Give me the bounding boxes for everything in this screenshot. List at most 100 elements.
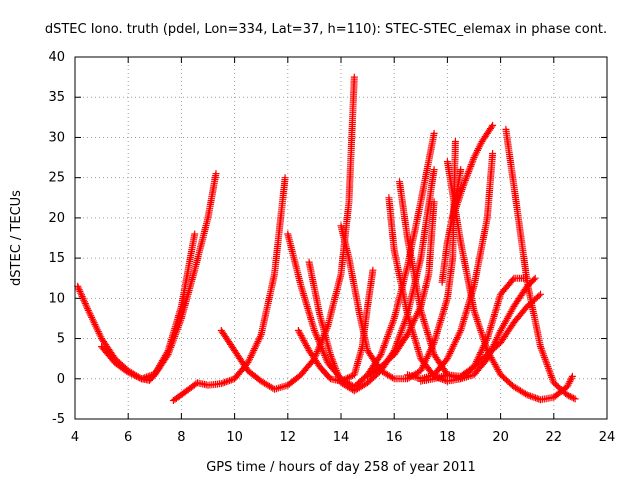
data-point (251, 345, 259, 353)
data-point (449, 342, 457, 350)
data-point (87, 312, 95, 320)
data-point (332, 367, 340, 374)
data-point (129, 371, 137, 379)
x-axis-title: GPS time / hours of day 258 of year 2011 (206, 460, 476, 475)
data-point (328, 354, 336, 362)
data-point (344, 374, 352, 382)
x-tick-label: 8 (177, 430, 185, 445)
data-point (247, 352, 255, 360)
data-point (489, 121, 497, 129)
data-point (451, 138, 459, 145)
data-point (457, 166, 465, 174)
data-point (85, 308, 93, 316)
y-axis-title: dSTEC / TECUs (9, 190, 24, 286)
data-point (299, 335, 307, 343)
data-point (509, 276, 517, 284)
data-point (334, 372, 342, 380)
data-point (489, 342, 497, 350)
data-point (477, 349, 485, 357)
series-pass-7 (294, 266, 377, 385)
data-point (412, 313, 420, 321)
data-point (489, 150, 497, 157)
data-point (566, 393, 574, 400)
data-point (468, 159, 476, 167)
data-point (430, 198, 438, 206)
data-point (212, 170, 220, 178)
data-point (530, 276, 538, 284)
data-point (126, 369, 134, 377)
data-point (329, 358, 337, 366)
data-point (347, 372, 355, 380)
data-point (488, 123, 496, 131)
data-point (495, 330, 503, 338)
series-pass-17 (417, 274, 539, 385)
data-point (245, 357, 253, 365)
data-point (81, 298, 88, 306)
x-tick-label: 18 (439, 430, 456, 445)
series-pass-14 (438, 166, 465, 286)
data-point (451, 339, 459, 347)
data-point (409, 318, 417, 326)
data-point (571, 395, 579, 403)
series-pass-3 (169, 174, 289, 404)
x-tick-label: 10 (226, 430, 243, 445)
data-point (487, 348, 495, 356)
data-point (463, 173, 471, 181)
data-point (447, 348, 455, 356)
x-tick-label: 22 (546, 430, 563, 445)
y-tick-label: 25 (48, 171, 65, 186)
data-point (568, 393, 576, 401)
data-point (522, 390, 529, 398)
data-point (566, 378, 574, 386)
data-point (78, 291, 85, 299)
data-point (93, 326, 101, 334)
data-point (191, 230, 199, 238)
data-point (78, 293, 86, 301)
data-point (339, 376, 347, 384)
y-tick-label: -5 (52, 412, 65, 427)
data-point (91, 321, 99, 328)
series-pass-12 (449, 121, 497, 222)
data-point (389, 374, 396, 382)
data-point (404, 331, 411, 338)
data-point (128, 370, 135, 378)
data-point (331, 363, 339, 371)
y-tick-label: 15 (48, 251, 65, 266)
series-pass-15 (364, 198, 438, 380)
data-point (74, 284, 82, 292)
data-point (565, 379, 573, 387)
data-point (83, 303, 91, 311)
x-tick-label: 24 (599, 430, 616, 445)
data-point (255, 336, 263, 344)
series-pass-2 (98, 230, 199, 383)
series-pass-1 (74, 170, 220, 384)
data-point (466, 164, 474, 172)
data-point (570, 394, 577, 402)
data-point (81, 300, 89, 307)
y-tick-label: 40 (48, 50, 65, 65)
data-point (89, 317, 97, 325)
data-point (491, 339, 499, 347)
y-tick-label: 30 (48, 130, 65, 145)
data-point (80, 296, 88, 304)
data-point (535, 292, 543, 300)
x-tick-label: 12 (280, 430, 297, 445)
data-point (453, 335, 460, 343)
data-point (350, 73, 358, 81)
grid (75, 57, 607, 419)
x-tick-label: 6 (124, 430, 132, 445)
data-point (320, 350, 328, 358)
data-point (537, 290, 544, 298)
data-point (565, 392, 573, 400)
data-point (376, 352, 384, 360)
data-point (568, 374, 575, 382)
data-point (124, 368, 132, 376)
data-point (531, 274, 539, 282)
data-point (133, 372, 140, 380)
data-point (131, 372, 139, 380)
data-point (337, 377, 345, 385)
data-point (300, 337, 308, 345)
data-point (163, 348, 171, 356)
data-point (84, 305, 91, 313)
